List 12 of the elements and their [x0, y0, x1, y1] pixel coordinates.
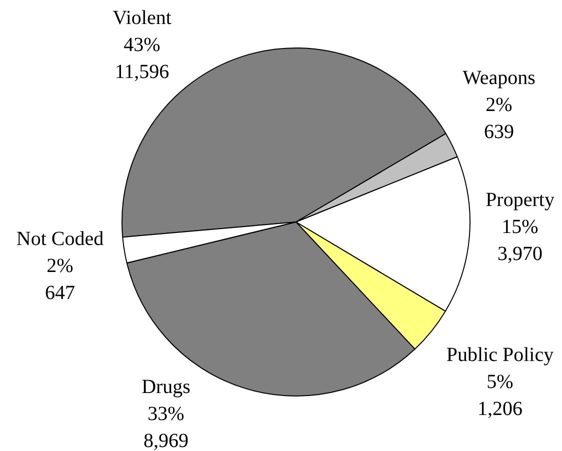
- slice-label: Violent: [112, 7, 172, 29]
- slice-label: Property: [486, 189, 554, 211]
- slice-label: Not Coded: [16, 228, 104, 250]
- slice-label: Drugs: [142, 376, 191, 398]
- slice-label: Public Policy: [446, 344, 554, 366]
- data-label: 43% 11,596: [114, 34, 170, 83]
- data-label: 33% 8,969: [144, 403, 188, 451]
- data-label: 2% 639: [484, 94, 514, 143]
- data-label: 15% 3,970: [498, 216, 542, 265]
- data-label: 5% 1,206: [478, 371, 522, 420]
- data-label: 2% 647: [45, 255, 75, 304]
- slice-label: Weapons: [462, 67, 536, 89]
